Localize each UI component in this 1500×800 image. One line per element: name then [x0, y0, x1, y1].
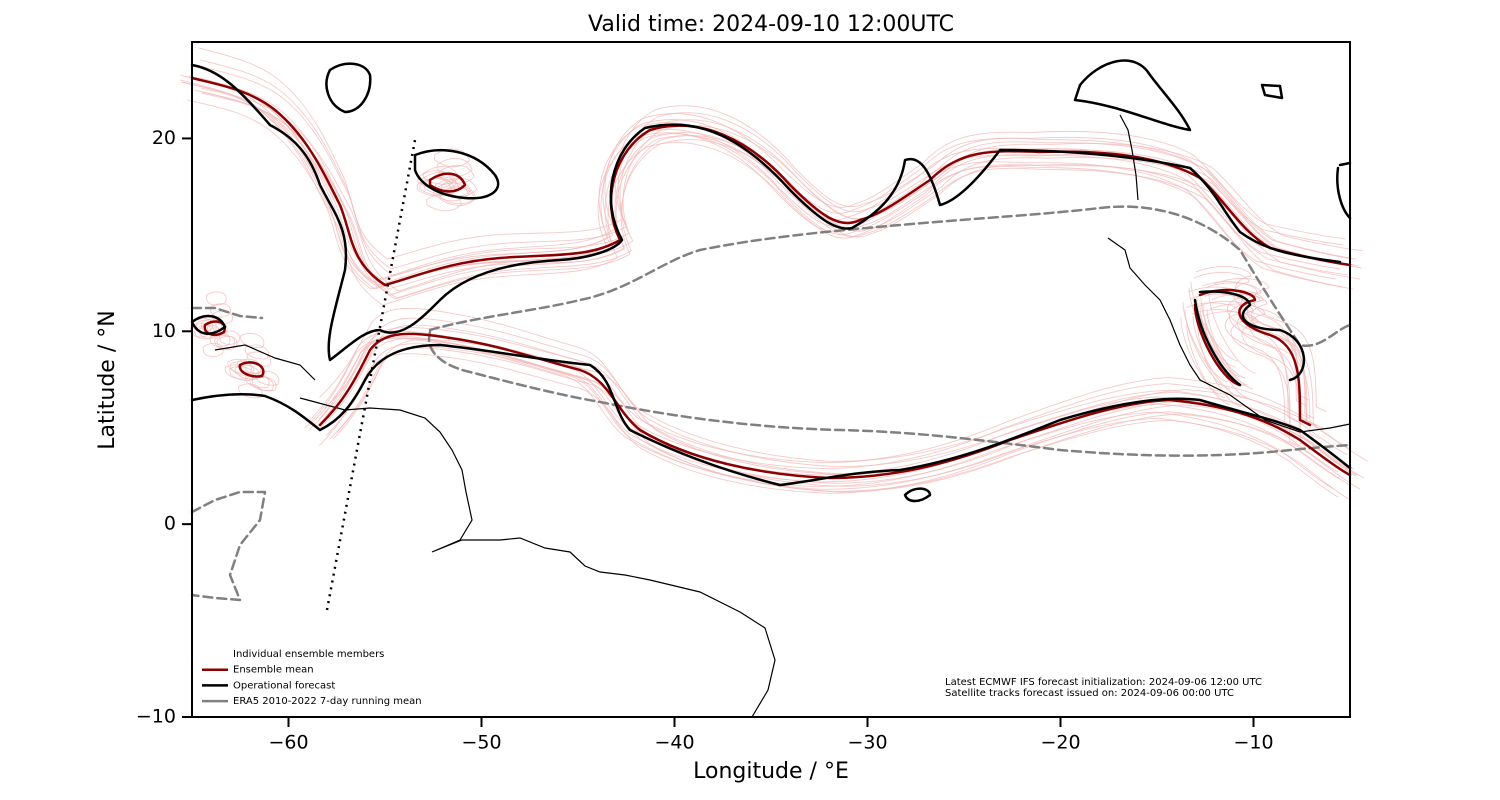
member-contour: [201, 91, 1361, 300]
member-contour: [181, 81, 1344, 286]
annotation: Satellite tracks forecast issued on: 202…: [945, 688, 1234, 699]
coastlines: [214, 114, 1351, 718]
coastline: [1119, 114, 1139, 201]
member-contour: [336, 338, 1368, 476]
era5-contour: [428, 205, 1352, 348]
coastline: [214, 344, 316, 381]
member-contour: [329, 347, 1361, 493]
member-contour: [324, 317, 1355, 470]
member-contour: [199, 77, 1354, 290]
member-contour: [333, 346, 1364, 487]
x-tick-label: −30: [847, 732, 887, 754]
member-contour: [181, 81, 1341, 290]
coastline: [1107, 237, 1351, 433]
mean-contour: [203, 172, 1312, 427]
axes: −60 −50 −40 −30 −20 −10 −10 0 10 20: [136, 127, 1274, 754]
member-contour: [192, 170, 1299, 423]
member-contour: [194, 177, 1301, 430]
oper-contour: [190, 59, 1352, 503]
era5-contour: [190, 306, 267, 602]
member-contour: [319, 353, 1350, 494]
legend-label: Ensemble mean: [233, 665, 314, 676]
y-tick-label: 20: [152, 127, 176, 149]
member-contour: [187, 99, 1348, 306]
member-contour: [319, 307, 1349, 470]
member-contour: [188, 75, 1343, 288]
member-contour: [201, 87, 1364, 292]
x-tick-label: −50: [461, 732, 501, 754]
member-contour: [179, 74, 1339, 283]
member-contour: [212, 164, 1317, 427]
mean-contour: [318, 332, 1352, 480]
annotation: Latest ECMWF IFS forecast initialization…: [945, 677, 1262, 688]
member-contour: [210, 157, 1315, 420]
member-contour: [202, 192, 1310, 436]
y-tick-label: −10: [136, 706, 176, 728]
era5-contour: [427, 330, 1352, 457]
legend-label: Operational forecast: [233, 680, 335, 691]
annotations: Latest ECMWF IFS forecast initialization…: [945, 677, 1262, 699]
member-contour: [209, 182, 1317, 426]
member-contour: [198, 47, 1353, 260]
member-contour: [183, 75, 1346, 280]
coastline: [299, 397, 776, 718]
y-tick-label: 10: [152, 320, 176, 342]
member-contour: [195, 176, 1300, 447]
member-contour: [199, 172, 1307, 407]
member-contour: [205, 148, 1310, 419]
chart-title: Valid time: 2024-09-10 12:00UTC: [588, 12, 954, 37]
operational-forecast: [190, 59, 1352, 503]
x-tick-label: −10: [1233, 732, 1273, 754]
era5-mean: [190, 205, 1352, 602]
oper-contour: [190, 63, 1342, 362]
member-contour: [318, 326, 1350, 464]
member-contour: [206, 178, 1311, 449]
y-axis-label: Latitude / °N: [95, 310, 120, 449]
satellite-track: [325, 139, 417, 611]
legend: Individual ensemble members Ensemble mean…: [202, 649, 422, 707]
legend-label: Individual ensemble members: [233, 649, 384, 660]
x-axis-label: Longitude / °E: [693, 759, 849, 784]
member-contour: [304, 337, 1335, 490]
y-tick-label: 0: [164, 513, 176, 535]
x-tick-label: −60: [268, 732, 308, 754]
member-contour: [219, 178, 1327, 413]
legend-label: ERA5 2010-2022 7-day running mean: [233, 696, 422, 707]
member-contour: [180, 79, 1337, 290]
x-tick-label: −40: [654, 732, 694, 754]
ensemble-members: [179, 47, 1368, 500]
x-tick-label: −20: [1040, 732, 1080, 754]
oper-contour: [190, 343, 1352, 487]
plot-frame: [191, 41, 1351, 718]
